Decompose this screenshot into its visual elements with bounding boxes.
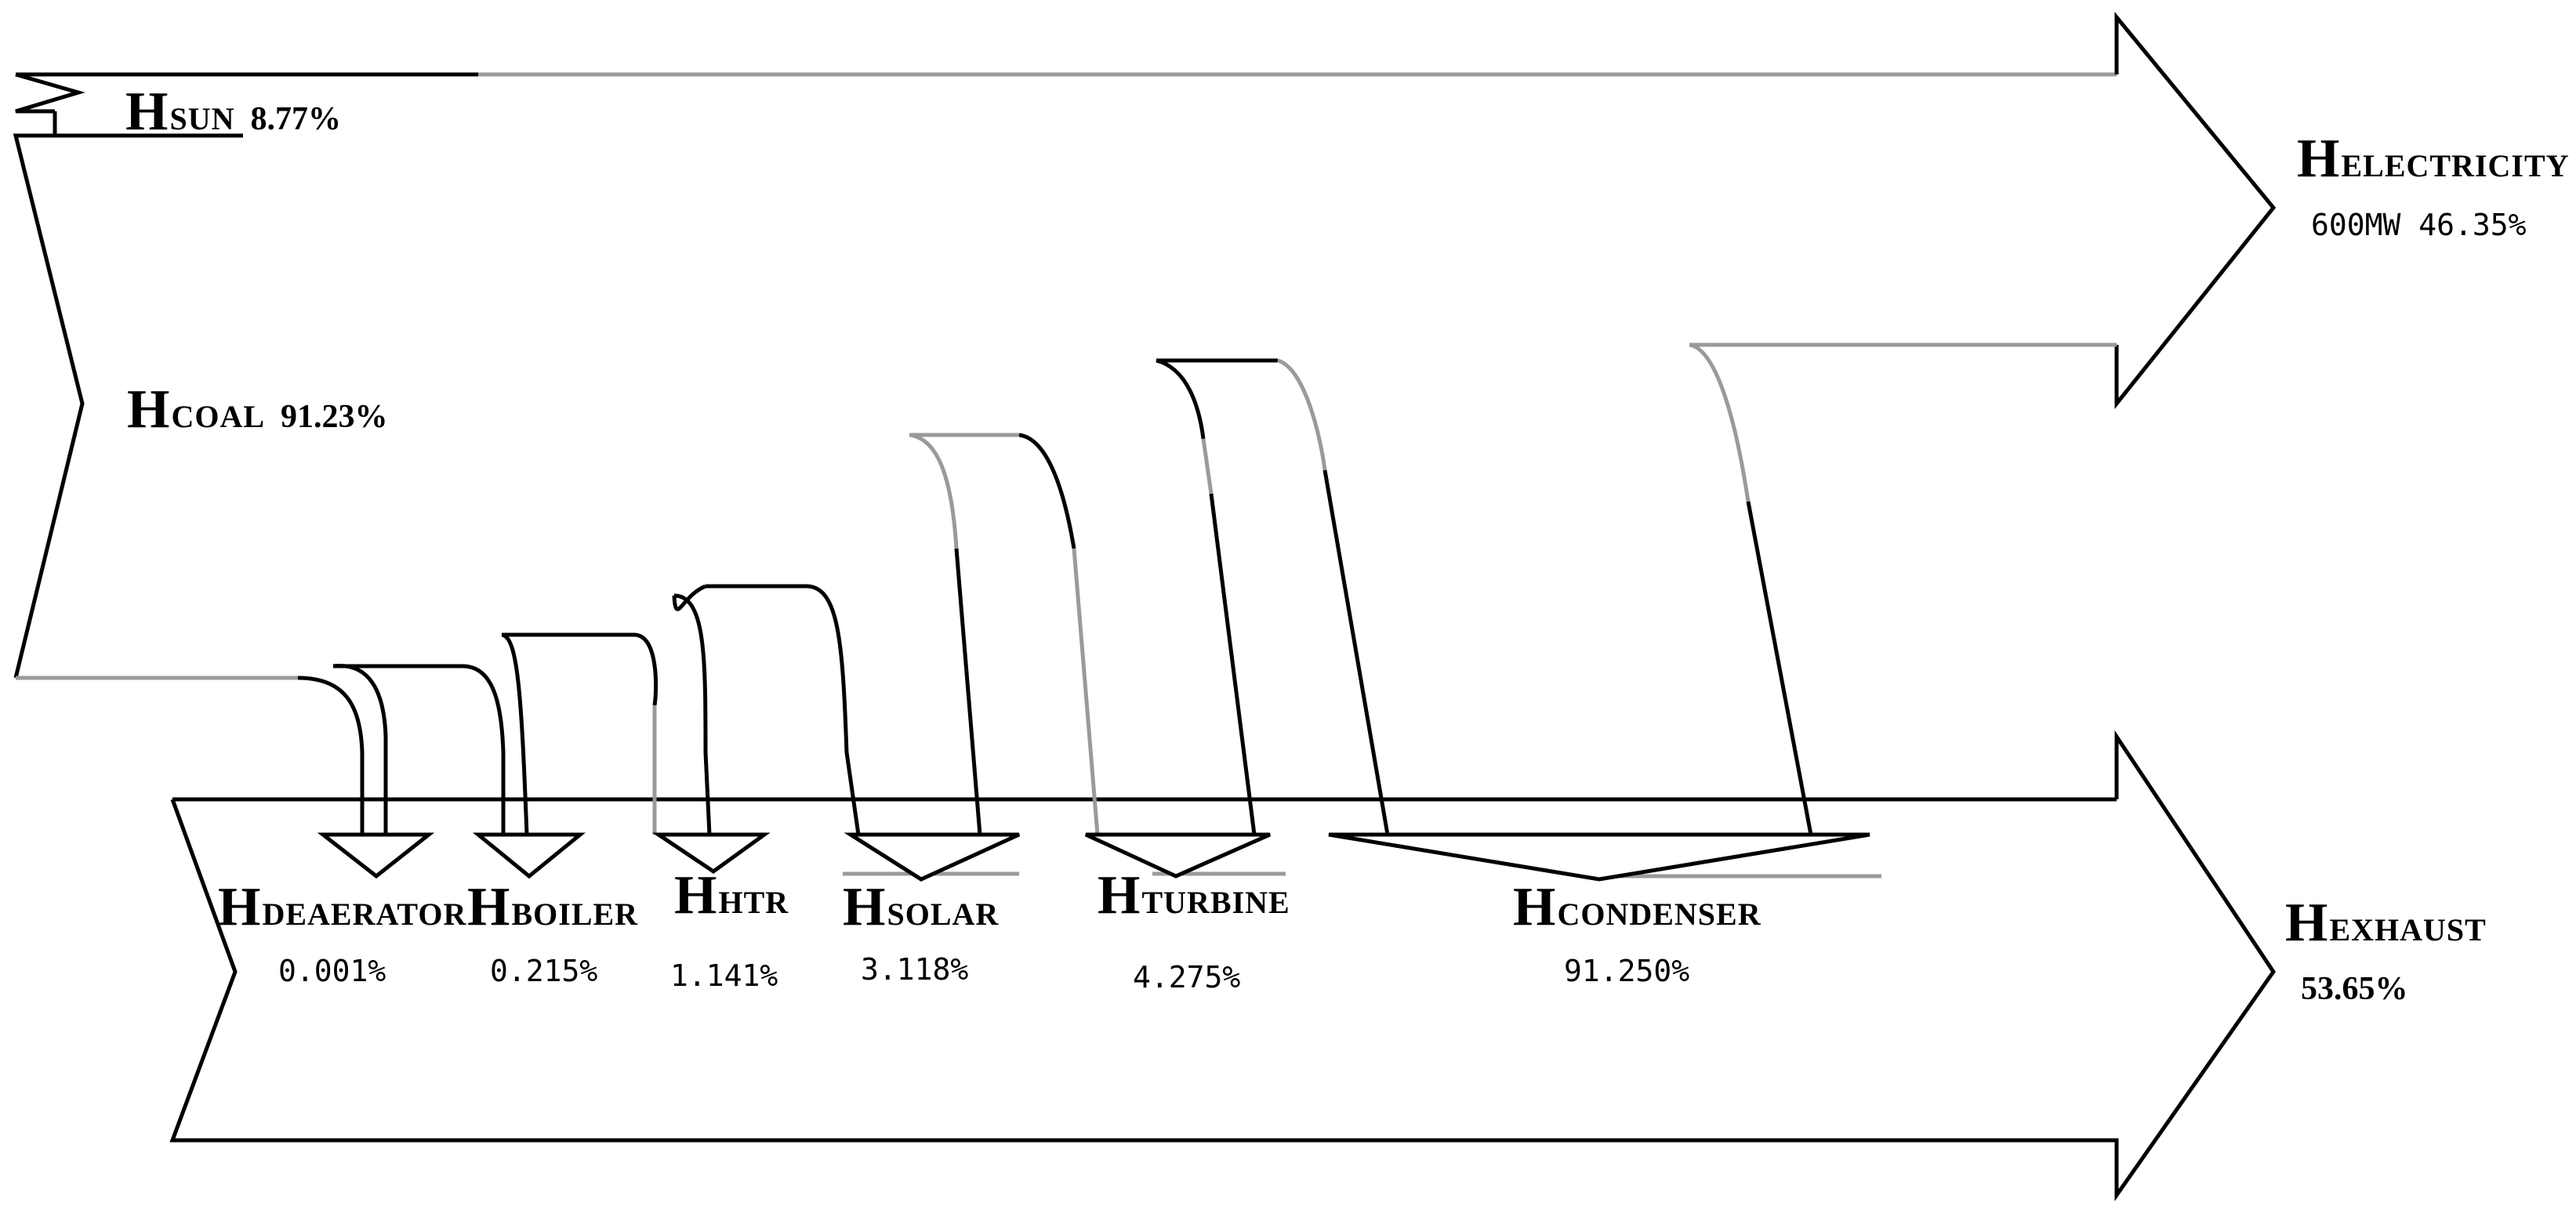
svg-text:53.65%: 53.65% bbox=[2301, 971, 2408, 1007]
svg-text:3.118%: 3.118% bbox=[861, 952, 968, 987]
svg-text:HCONDENSER: HCONDENSER bbox=[1513, 877, 1761, 937]
label-boiler: HBOILER 0.215% bbox=[467, 877, 638, 988]
label-deaerator: HDEAERATOR 0.001% bbox=[218, 877, 466, 988]
svg-text:0.215%: 0.215% bbox=[490, 954, 597, 988]
svg-text:HEXHAUST: HEXHAUST bbox=[2285, 893, 2487, 953]
svg-text:HSOLAR: HSOLAR bbox=[843, 877, 999, 937]
condenser-arrowhead bbox=[1328, 832, 1870, 882]
label-coal: HCOAL 91.23% bbox=[127, 379, 388, 440]
label-htr: HHTR 1.141% bbox=[670, 865, 789, 993]
electricity-arrow bbox=[16, 12, 2277, 410]
solar-arrowhead bbox=[844, 832, 1021, 882]
label-solar: HSOLAR 3.118% bbox=[843, 877, 999, 987]
deaerator-arrowhead bbox=[317, 832, 435, 879]
label-electricity: HELECTRICITY 600MW 46.35% bbox=[2297, 129, 2570, 242]
label-condenser: HCONDENSER 91.250% bbox=[1513, 877, 1761, 988]
svg-text:600MW 46.35%: 600MW 46.35% bbox=[2311, 208, 2527, 242]
svg-text:HHTR: HHTR bbox=[674, 865, 789, 926]
exhaust-arrow bbox=[169, 730, 2277, 1201]
svg-text:1.141%: 1.141% bbox=[670, 958, 778, 993]
label-turbine: HTURBINE 4.275% bbox=[1098, 865, 1290, 994]
svg-text:0.001%: 0.001% bbox=[278, 954, 386, 988]
htr-arrowhead bbox=[651, 832, 771, 875]
boiler-arrowhead bbox=[472, 832, 586, 879]
svg-text:HTURBINE: HTURBINE bbox=[1098, 865, 1290, 926]
label-exhaust: HEXHAUST 53.65% bbox=[2285, 893, 2487, 1007]
svg-text:HELECTRICITY: HELECTRICITY bbox=[2297, 129, 2570, 189]
svg-text:HDEAERATOR: HDEAERATOR bbox=[218, 877, 466, 937]
loss-flows bbox=[297, 342, 1813, 835]
svg-text:91.250%: 91.250% bbox=[1564, 954, 1689, 988]
turbine-arrowhead bbox=[1084, 832, 1272, 879]
svg-text:HBOILER: HBOILER bbox=[467, 877, 638, 937]
svg-text:4.275%: 4.275% bbox=[1133, 960, 1240, 994]
loss-arrowheads bbox=[317, 832, 1881, 882]
label-sun: HSUN 8.77% bbox=[125, 82, 341, 142]
input-tail bbox=[13, 72, 298, 680]
